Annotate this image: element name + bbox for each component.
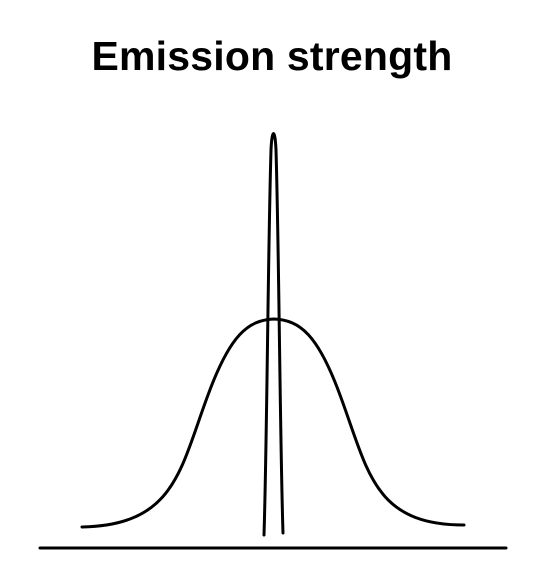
broad-emission-curve bbox=[80, 317, 466, 529]
narrow-emission-spike bbox=[262, 132, 285, 537]
diagram-title: Emission strength bbox=[91, 33, 453, 79]
